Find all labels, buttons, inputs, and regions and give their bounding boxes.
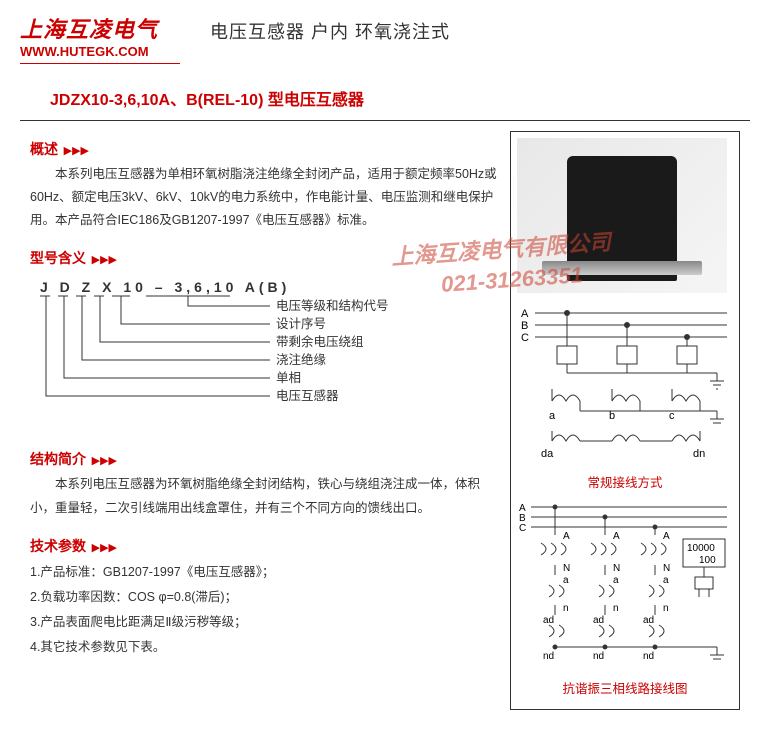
logo-cn: 上海互凌电气 [20, 12, 180, 44]
svg-text:nd: nd [643, 651, 654, 662]
svg-text:a: a [613, 575, 619, 586]
svg-text:N: N [613, 563, 620, 574]
content: 概述 ▶▶▶ 本系列电压互感器为单相环氧树脂浇注绝缘全封闭产品，适用于额定频率5… [0, 121, 770, 710]
label-0: 电压等级和结构代号 [276, 298, 389, 313]
arrows-icon: ▶▶▶ [92, 254, 117, 266]
product-photo [517, 138, 727, 293]
param-item: 4.其它技术参数见下表。 [30, 635, 502, 660]
svg-text:ad: ad [593, 615, 604, 626]
svg-text:nd: nd [593, 651, 604, 662]
label-3: 浇注绝缘 [276, 352, 327, 367]
svg-text:ad: ad [543, 615, 554, 626]
model-diagram: J D Z X 10 – 3,6,10 A(B) [40, 278, 502, 431]
left-column: 概述 ▶▶▶ 本系列电压互感器为单相环氧树脂浇注绝缘全封闭产品，适用于额定频率5… [30, 131, 510, 710]
svg-text:b: b [609, 410, 615, 422]
model-code-svg: J D Z X 10 – 3,6,10 A(B) [40, 278, 470, 428]
tech-params-list: 1.产品标准：GB1207-1997《电压互感器》； 2.负载功率因数：COS … [30, 560, 502, 660]
svg-text:n: n [563, 603, 569, 614]
header-title: 电压互感器 户内 环氧浇注式 [210, 12, 450, 44]
svg-text:N: N [563, 563, 570, 574]
svg-text:N: N [663, 563, 670, 574]
label-1: 设计序号 [276, 316, 326, 331]
wiring-caption-1: 常规接线方式 [517, 472, 733, 491]
header: 上海互凌电气 WWW.HUTEGK.COM 电压互感器 户内 环氧浇注式 [0, 0, 770, 72]
svg-text:a: a [563, 575, 569, 586]
wiring-diagram-normal: A B C a b c da dn [517, 301, 735, 466]
overview-title: 概述 [30, 139, 58, 159]
label-4: 单相 [276, 371, 301, 385]
structure-section: 结构简介 ▶▶▶ 本系列电压互感器为环氧树脂绝缘全封闭结构，铁心与绕组浇注成一体… [30, 441, 502, 519]
svg-text:da: da [541, 448, 554, 460]
overview-section: 概述 ▶▶▶ 本系列电压互感器为单相环氧树脂浇注绝缘全封闭产品，适用于额定频率5… [30, 131, 502, 232]
svg-text:A: A [521, 308, 529, 320]
svg-text:10000: 10000 [687, 543, 715, 554]
label-2: 带剩余电压绕组 [276, 334, 364, 349]
wiring-caption-2: 抗谐振三相线路接线图 [517, 678, 733, 697]
svg-text:n: n [663, 603, 669, 614]
svg-text:B: B [521, 320, 528, 332]
svg-text:ad: ad [643, 615, 654, 626]
logo-url: WWW.HUTEGK.COM [20, 44, 180, 59]
param-item: 3.产品表面爬电比距满足Ⅱ级污秽等级； [30, 610, 502, 635]
right-column: 上海互凌电气有限公司 021-31263351 [510, 131, 740, 710]
structure-body: 本系列电压互感器为环氧树脂绝缘全封闭结构，铁心与绕组浇注成一体，体积小，重量轻，… [30, 473, 502, 519]
svg-text:100: 100 [699, 555, 716, 566]
svg-text:A: A [663, 531, 670, 542]
svg-text:C: C [521, 332, 529, 344]
model-title: JDZX10-3,6,10A、B(REL-10) 型电压互感器 [20, 72, 750, 121]
model-meaning-section: 型号含义 ▶▶▶ J D Z X 10 – 3,6,10 A(B) [30, 240, 502, 431]
svg-text:a: a [549, 410, 556, 422]
param-item: 2.负载功率因数：COS φ=0.8(滞后)； [30, 585, 502, 610]
arrows-icon: ▶▶▶ [92, 455, 117, 467]
label-5: 电压互感器 [276, 388, 339, 403]
tech-params-title: 技术参数 [30, 536, 86, 556]
svg-text:dn: dn [693, 448, 705, 460]
svg-text:c: c [669, 410, 675, 422]
structure-title: 结构简介 [30, 449, 86, 469]
arrows-icon: ▶▶▶ [92, 542, 117, 554]
arrows-icon: ▶▶▶ [64, 145, 89, 157]
svg-text:A: A [563, 531, 570, 542]
param-item: 1.产品标准：GB1207-1997《电压互感器》； [30, 560, 502, 585]
model-code-text: J D Z X 10 – 3,6,10 A(B) [40, 279, 290, 295]
wiring-diagram-antiresonance: A B C AAA NNN aaa nnn adadad ndndnd 1000… [517, 497, 735, 672]
svg-text:nd: nd [543, 651, 554, 662]
svg-text:a: a [663, 575, 669, 586]
svg-text:C: C [519, 523, 526, 534]
tech-params-section: 技术参数 ▶▶▶ 1.产品标准：GB1207-1997《电压互感器》； 2.负载… [30, 528, 502, 660]
model-meaning-title: 型号含义 [30, 248, 86, 268]
overview-body: 本系列电压互感器为单相环氧树脂浇注绝缘全封闭产品，适用于额定频率50Hz或60H… [30, 163, 502, 232]
svg-text:n: n [613, 603, 619, 614]
logo-block: 上海互凌电气 WWW.HUTEGK.COM [20, 12, 180, 64]
svg-text:A: A [613, 531, 620, 542]
